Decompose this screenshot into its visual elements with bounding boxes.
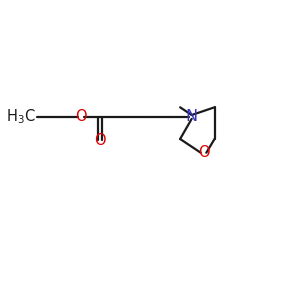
Text: H$_3$C: H$_3$C — [6, 108, 35, 126]
Text: O: O — [198, 145, 209, 160]
Text: N: N — [186, 110, 198, 124]
Text: O: O — [75, 110, 87, 124]
Text: O: O — [94, 133, 106, 148]
